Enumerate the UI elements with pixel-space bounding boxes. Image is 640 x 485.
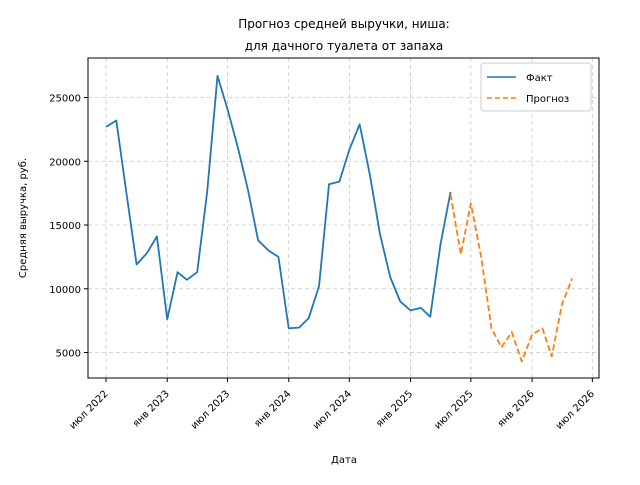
series-line-fact — [105, 74, 452, 330]
plot-area-frame — [87, 57, 600, 379]
legend-label-forecast: Прогноз — [526, 94, 569, 105]
legend: Факт Прогноз — [480, 62, 592, 112]
chart-title-line-1: Прогноз средней выручки, ниша: — [238, 17, 449, 31]
legend-label-fact: Факт — [526, 73, 553, 84]
y-axis-label: Средняя выручка, руб. — [18, 158, 29, 278]
x-axis-label: Дата — [331, 455, 357, 466]
y-axis: 5000 10000 15000 20000 25000 — [49, 94, 88, 360]
y-tick-label: 15000 — [49, 221, 81, 232]
y-tick-label: 20000 — [49, 157, 81, 168]
y-tick-label: 5000 — [56, 349, 81, 360]
y-tick-label: 10000 — [49, 285, 81, 296]
series-layer — [105, 74, 573, 363]
legend-box — [480, 62, 592, 112]
y-tick-label: 25000 — [49, 94, 81, 105]
chart-title-line-2: для дачного туалета от запаха — [245, 39, 444, 53]
series-line-forecast — [449, 194, 573, 363]
